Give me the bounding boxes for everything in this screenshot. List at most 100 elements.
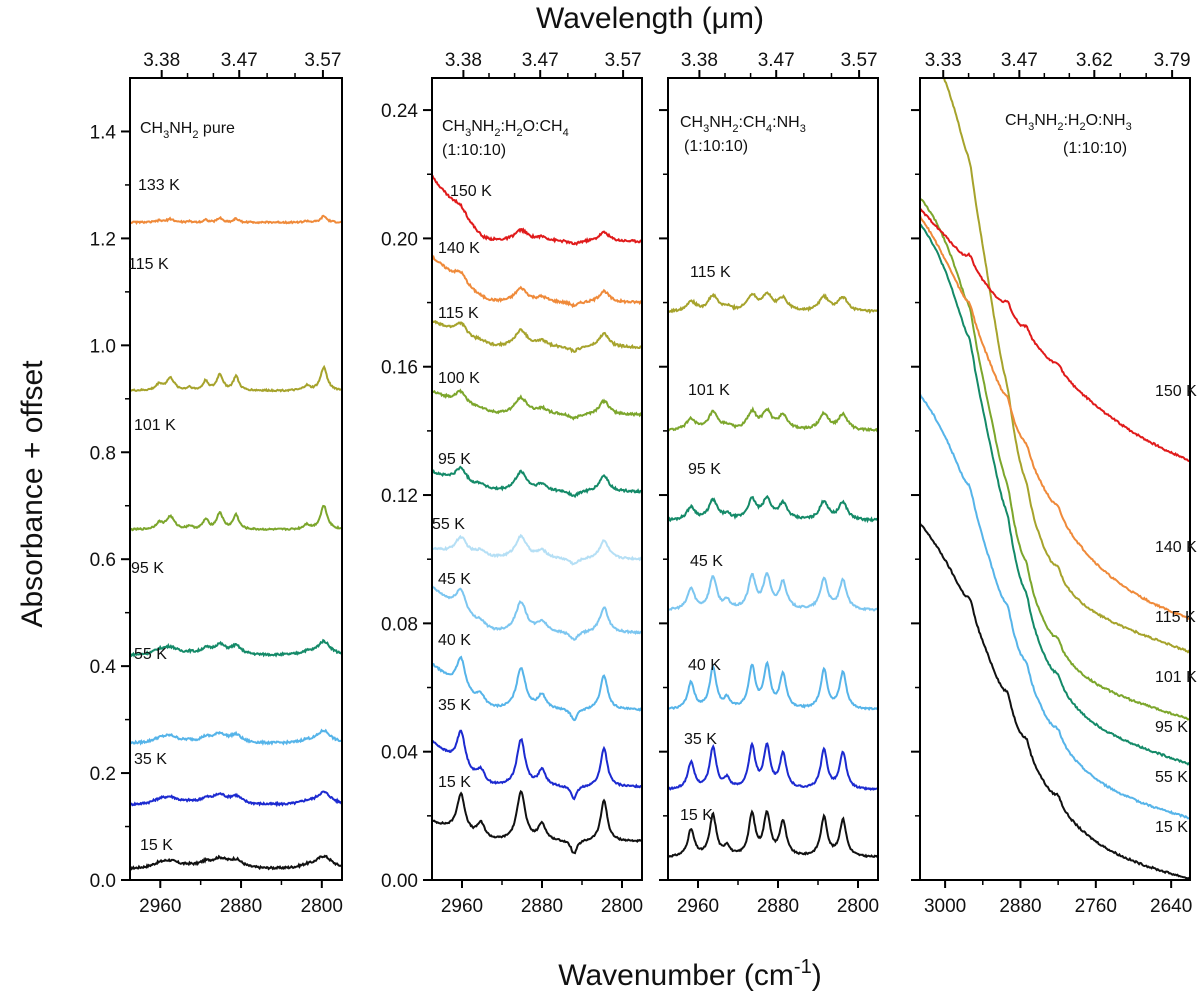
trace-group	[432, 174, 642, 855]
top-tick-label: 3.47	[758, 50, 795, 71]
top-tick-label: 3.57	[605, 50, 642, 71]
x-tick-label: 3000	[924, 896, 966, 917]
series-label: 45 K	[438, 571, 471, 588]
panel-pure: 2960 2880 2800 3.38 3.47 3.57 0.0 0.2 0.4 0.6 0.8 1…	[90, 50, 343, 917]
series-line-45k	[432, 585, 642, 641]
series-line-100k	[432, 388, 642, 421]
plot-frame	[667, 77, 879, 881]
series-label: 15 K	[438, 774, 471, 791]
panel-ch4-nh3: 2960 2880 2800 3.38 3.47 3.57 CH3NH2:CH4:NH3 (1…	[659, 50, 879, 917]
top-tick-label: 3.33	[925, 50, 962, 71]
series-line-40k	[668, 660, 878, 711]
y-axis-title: Absorbance + offset	[16, 360, 49, 628]
series-label: 100 K	[438, 370, 480, 387]
series-label: 95 K	[131, 560, 164, 577]
y-tick-label: 0.04	[381, 743, 418, 764]
series-line-115k	[668, 291, 878, 315]
series-label: 140 K	[438, 240, 480, 257]
y-tick-label: 1.4	[90, 122, 117, 143]
series-label: 133 K	[138, 177, 180, 194]
series-label: 55 K	[134, 646, 167, 663]
panel-title: CH3NH2:H2O:CH4	[442, 118, 569, 139]
series-label: 95 K	[688, 461, 721, 478]
y-tick-label: 0.24	[381, 101, 418, 122]
series-line-55k	[920, 393, 1190, 820]
series-label: 40 K	[438, 632, 471, 649]
series-label: 115 K	[1155, 609, 1196, 626]
x-tick-label: 2960	[139, 896, 181, 917]
y-tick-label: 0.08	[381, 614, 418, 635]
y-tick-label: 0.6	[90, 550, 116, 571]
series-line-95k	[432, 465, 642, 499]
series-line-140k	[432, 254, 642, 309]
series-line-35k	[668, 741, 878, 791]
series-label: 15 K	[1155, 819, 1188, 836]
series-line-55k	[432, 533, 642, 566]
top-tick-label: 3.47	[221, 50, 258, 71]
x-tick-label: 2880	[220, 896, 262, 917]
plot-frame	[129, 77, 343, 881]
series-label: 101 K	[134, 417, 176, 434]
panel-title: CH3NH2 pure	[140, 120, 235, 141]
series-line-150k	[920, 208, 1190, 463]
series-line-95k	[920, 223, 1190, 766]
panel-title: (1:10:10)	[1063, 140, 1127, 157]
plot-frame	[431, 77, 643, 881]
series-label: 35 K	[438, 697, 471, 714]
x-tick-label: 2760	[1075, 896, 1117, 917]
trace-group	[130, 214, 342, 871]
top-tick-label: 3.57	[841, 50, 878, 71]
series-line-95k	[668, 494, 878, 524]
top-tick-label: 3.47	[1001, 50, 1038, 71]
series-label: 115 K	[438, 305, 479, 322]
series-label: 55 K	[432, 516, 465, 533]
series-line-115k	[943, 78, 1190, 654]
series-label: 101 K	[688, 382, 730, 399]
series-line-115k	[432, 319, 642, 354]
top-tick-label: 3.47	[522, 50, 559, 71]
top-axis-title: Wavelength (μm)	[536, 2, 764, 35]
top-tick-label: 3.62	[1076, 50, 1113, 71]
series-line-101k	[668, 406, 878, 433]
top-tick-label: 3.79	[1154, 50, 1191, 71]
series-label: 35 K	[684, 731, 717, 748]
x-tick-label: 2960	[441, 896, 483, 917]
y-tick-label: 0.16	[381, 358, 418, 379]
series-line-150k	[432, 174, 642, 247]
trace-group	[920, 78, 1190, 880]
series-line-55k	[130, 728, 342, 746]
top-tick-label: 3.57	[304, 50, 341, 71]
x-tick-label: 2960	[677, 896, 719, 917]
y-tick-label: 0.0	[90, 871, 116, 892]
panel-h2o-ch4: 2960 2880 2800 3.38 3.47 3.57 0.00 0.04 0.08 0.12…	[381, 50, 643, 917]
panel-h2o-nh3: 3000 2880 2760 2640 3.33 3.47 3.62 3.79 CH3NH2:H…	[911, 50, 1197, 917]
x-tick-label: 2800	[301, 896, 343, 917]
series-line-140k	[920, 215, 1190, 620]
series-line-133k	[130, 214, 342, 225]
top-tick-label: 3.38	[681, 50, 718, 71]
top-tick-label: 3.38	[143, 50, 180, 71]
series-label: 45 K	[690, 553, 723, 570]
series-line-40k	[432, 655, 642, 722]
series-line-15k	[130, 854, 342, 871]
series-label: 40 K	[688, 657, 721, 674]
x-tick-label: 2800	[601, 896, 643, 917]
series-line-45k	[668, 572, 878, 612]
y-tick-label: 0.2	[90, 764, 116, 785]
series-line-35k	[130, 790, 342, 808]
panel-title: CH3NH2:CH4:NH3	[680, 114, 806, 135]
series-line-95k	[130, 638, 342, 658]
x-tick-label: 2880	[521, 896, 563, 917]
series-line-115k	[130, 364, 342, 393]
y-tick-label: 1.2	[90, 229, 116, 250]
y-tick-label: 0.00	[381, 871, 418, 892]
series-line-101k	[920, 197, 1190, 721]
series-label: 15 K	[680, 807, 713, 824]
series-label: 150 K	[1155, 383, 1197, 400]
series-label: 150 K	[450, 183, 492, 200]
y-tick-label: 0.4	[90, 657, 117, 678]
series-label: 115 K	[128, 256, 169, 273]
plot-frame	[919, 77, 1191, 881]
series-line-35k	[432, 729, 642, 801]
